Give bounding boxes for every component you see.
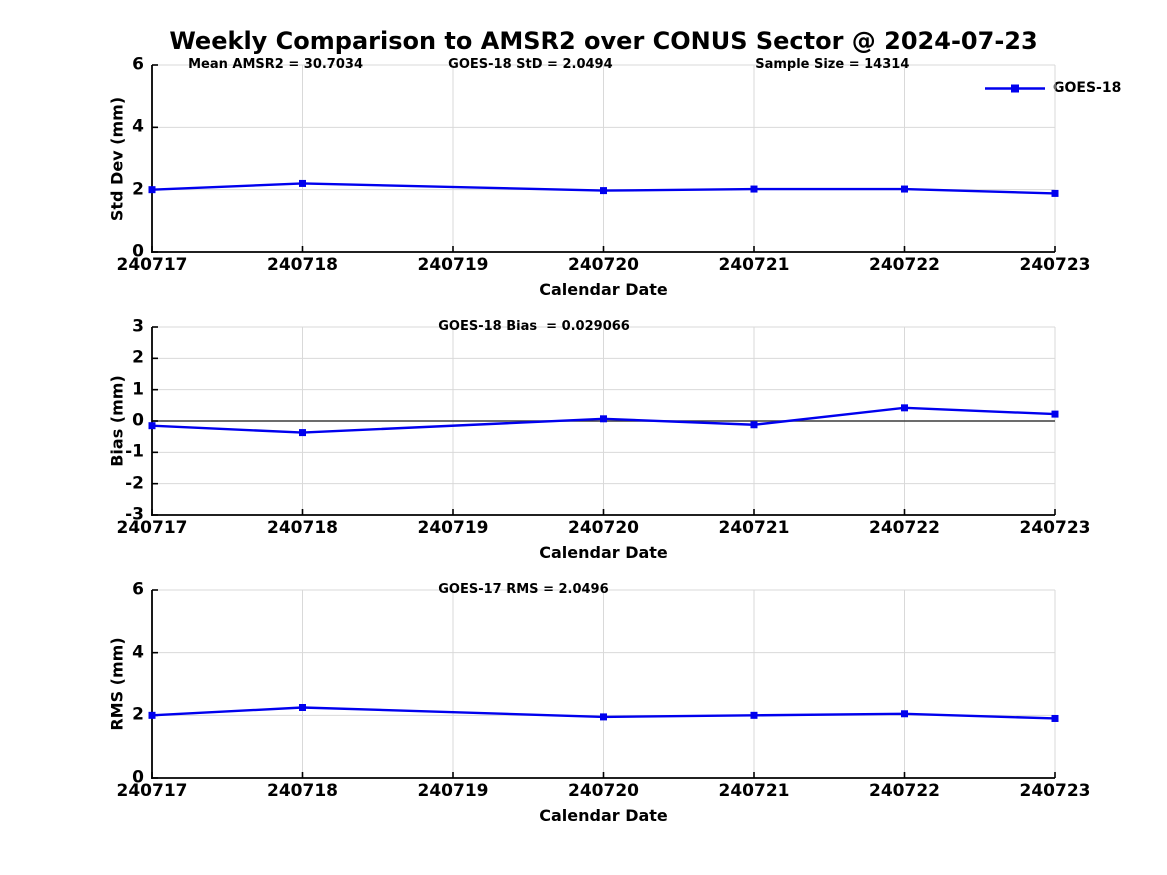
y-tick-label: -1 [125,441,144,462]
legend: GOES-18 [984,80,1121,96]
x-tick-label: 240719 [417,255,489,275]
plot-annotation: GOES-17 RMS = 2.0496 [438,582,609,597]
x-tick-label: 240722 [869,518,940,538]
x-tick-label: 240720 [568,255,639,275]
figure-title: Weekly Comparison to AMSR2 over CONUS Se… [169,27,1038,55]
x-tick-label: 240719 [417,518,489,538]
plot-annotation: GOES-18 StD = 2.0494 [448,57,613,72]
y-tick-label: -2 [125,473,144,494]
x-tick-label: 240723 [1019,781,1091,801]
x-tick-label: 240722 [869,781,940,801]
y-tick-label: 0 [132,767,144,788]
x-tick-label: 240723 [1019,518,1091,538]
y-tick-label: 2 [132,179,144,200]
legend-line-marker-icon [985,84,1045,92]
std-dev-x-axis-label: Calendar Date [539,280,668,299]
rms-x-axis-label: Calendar Date [539,806,668,825]
x-tick-label: 240717 [116,518,188,538]
y-tick-label: 6 [132,54,144,75]
x-tick-label: 240723 [1019,255,1091,275]
y-tick-label: 3 [132,316,144,337]
x-tick-label: 240722 [869,255,940,275]
plot-annotation: Mean AMSR2 = 30.7034 [188,57,363,72]
x-tick-label: 240717 [116,255,188,275]
y-tick-label: 2 [132,704,144,725]
bias-x-axis-label: Calendar Date [539,543,668,562]
x-tick-label: 240718 [267,781,338,801]
y-tick-label: 4 [132,116,144,137]
legend-label: GOES-18 [1053,80,1122,96]
plot-annotation: Sample Size = 14314 [755,57,910,72]
y-tick-label: 1 [132,379,144,400]
x-tick-label: 240718 [267,518,338,538]
y-tick-label: 6 [132,579,144,600]
x-tick-label: 240718 [267,255,338,275]
x-tick-label: 240721 [718,781,790,801]
y-tick-label: 2 [132,347,144,368]
y-tick-label: 4 [132,642,144,663]
x-tick-label: 240717 [116,781,188,801]
y-tick-label: -3 [125,504,144,525]
x-tick-label: 240721 [718,255,790,275]
y-tick-label: 0 [132,410,144,431]
x-tick-label: 240720 [568,518,639,538]
x-tick-label: 240720 [568,781,639,801]
x-tick-label: 240719 [417,781,489,801]
x-tick-label: 240721 [718,518,790,538]
y-tick-label: 0 [132,241,144,262]
plot-annotation: GOES-18 Bias = 0.029066 [438,319,630,334]
